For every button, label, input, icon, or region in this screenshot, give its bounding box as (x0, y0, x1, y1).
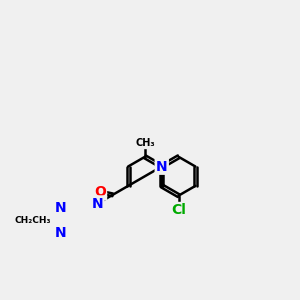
Text: N: N (55, 226, 67, 240)
Text: O: O (94, 185, 106, 199)
Text: Cl: Cl (171, 203, 186, 217)
Text: CH₃: CH₃ (135, 138, 155, 148)
Text: N: N (156, 160, 168, 173)
Text: CH₂CH₃: CH₂CH₃ (14, 216, 51, 225)
Text: N: N (92, 197, 103, 211)
Text: N: N (55, 202, 67, 215)
